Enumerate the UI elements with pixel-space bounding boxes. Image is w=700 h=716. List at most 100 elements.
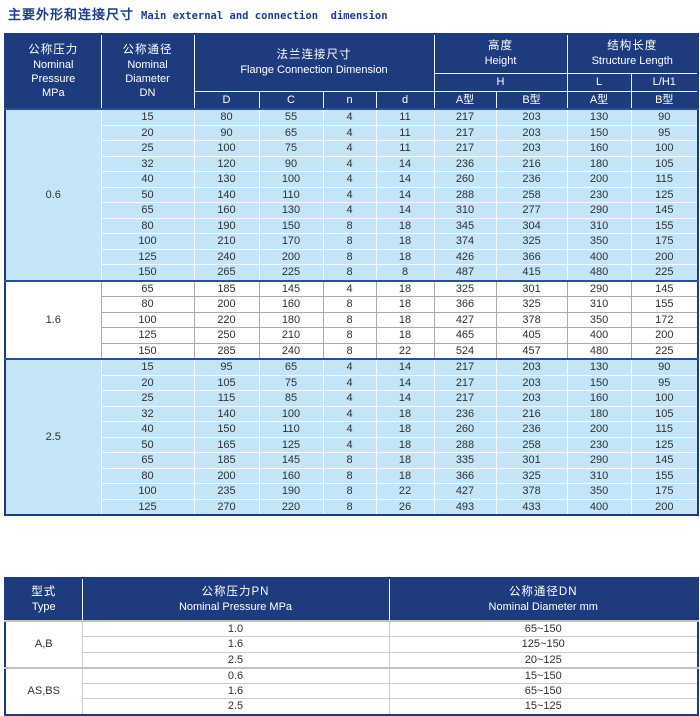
main-table-cell: 230: [566, 186, 632, 203]
page-title-zh: 主要外形和连接尺寸: [8, 7, 135, 22]
main-table-cell: 18: [375, 452, 435, 469]
type-table-row: 2.5 15~125: [5, 698, 699, 716]
main-table-cell: 325: [495, 233, 568, 250]
main-table-cell: 22: [375, 342, 435, 360]
main-table-cell: 220: [193, 311, 260, 328]
type-table-cell: 0.6: [81, 666, 390, 685]
main-table-cell: 200: [630, 248, 699, 265]
main-table-cell: 260: [433, 421, 497, 438]
main-table-cell: 225: [258, 264, 324, 281]
main-table-cell: 400: [566, 498, 632, 516]
main-table-cell: 220: [258, 498, 324, 516]
main-table-cell: 203: [495, 108, 568, 126]
main-table-cell: 8: [375, 264, 435, 281]
main-table-cell: 216: [495, 405, 568, 422]
header-height-type-b: B型: [495, 90, 568, 110]
main-table-cell: 203: [495, 358, 568, 376]
main-table-cell: 115: [193, 390, 260, 407]
main-table-cell: 210: [258, 327, 324, 344]
main-table-cell: 18: [375, 467, 435, 484]
main-table-cell: 465: [433, 327, 497, 344]
main-table-cell: 175: [630, 233, 699, 250]
main-table-cell: 100: [258, 405, 324, 422]
header-col-d-outer: D: [193, 90, 260, 110]
main-table-cell: 105: [630, 405, 699, 422]
main-table-cell: 65: [100, 279, 195, 297]
type-table-header: 型式 Type 公称压力PN Nominal Pressure MPa 公称通径…: [4, 577, 699, 622]
main-table-cell: 290: [566, 279, 632, 297]
main-table-cell: 210: [193, 233, 260, 250]
main-table-cell: 217: [433, 390, 497, 407]
main-table-cell: 524: [433, 342, 497, 360]
main-table-cell: 8: [322, 233, 377, 250]
header-nominal-diameter-dn: 公称通径DN Nominal Diameter mm: [388, 577, 699, 622]
main-table-cell: 203: [495, 374, 568, 391]
main-table-cell: 14: [375, 358, 435, 376]
main-table-cell: 258: [495, 186, 568, 203]
main-table-cell: 100: [630, 140, 699, 157]
main-table-cell: 258: [495, 436, 568, 453]
main-table-cell: 8: [322, 467, 377, 484]
page-title: 主要外形和连接尺寸 Main external and connection di…: [8, 4, 388, 23]
main-table-cell: 8: [322, 296, 377, 313]
main-table-cell: 160: [566, 390, 632, 407]
main-table-cell: 415: [495, 264, 568, 281]
main-table-cell: 80: [100, 467, 195, 484]
main-table-cell: 374: [433, 233, 497, 250]
main-table-cell: 18: [375, 311, 435, 328]
type-table-cell: 2.5: [81, 651, 390, 669]
type-table-cell: 15~125: [388, 698, 699, 716]
main-table-cell: 95: [630, 124, 699, 141]
main-table-cell: 145: [630, 452, 699, 469]
main-table-row: 20 90 65 4 11 217 203 150 95: [5, 124, 699, 141]
main-table-cell: 4: [322, 171, 377, 188]
main-table-cell: 325: [495, 296, 568, 313]
header-length-type-b: B型: [630, 90, 699, 110]
main-table-cell: 400: [566, 327, 632, 344]
main-table-cell: 301: [495, 279, 568, 297]
main-table-row: 40 130 100 4 14 260 236 200 115: [5, 171, 699, 188]
main-table-cell: 310: [566, 217, 632, 234]
main-table-cell: 200: [193, 296, 260, 313]
main-table-cell: 125: [100, 248, 195, 265]
main-table-cell: 130: [193, 171, 260, 188]
main-table-cell: 4: [322, 436, 377, 453]
type-table-cell: 65~150: [388, 683, 699, 700]
main-table-cell: 110: [258, 186, 324, 203]
main-table-cell: 140: [193, 405, 260, 422]
main-table-cell: 80: [100, 217, 195, 234]
header-nominal-pressure-pn: 公称压力PN Nominal Pressure MPa: [81, 577, 390, 622]
main-table-cell: 18: [375, 436, 435, 453]
main-table-cell: 288: [433, 186, 497, 203]
main-table-cell: 260: [433, 171, 497, 188]
header-flange-connection: 法兰连接尺寸 Flange Connection Dimension: [193, 33, 435, 92]
header-height: 高度 Height: [433, 33, 568, 74]
main-table-cell: 75: [258, 140, 324, 157]
main-table-row: 100 220 180 8 18 427 378 350 172: [5, 311, 699, 328]
main-table-cell: 345: [433, 217, 497, 234]
main-table-cell: 4: [322, 279, 377, 297]
valve-type-cell: A,B: [4, 620, 83, 669]
main-table-cell: 4: [322, 358, 377, 376]
main-table-cell: 200: [258, 248, 324, 265]
main-table-row: 40 150 110 4 18 260 236 200 115: [5, 421, 699, 438]
main-table-cell: 8: [322, 327, 377, 344]
type-table-row: 1.6 125~150: [5, 636, 699, 653]
main-table-cell: 378: [495, 311, 568, 328]
main-table-cell: 25: [100, 390, 195, 407]
dimension-table: 公称压力 Nominal Pressure MPa 公称通径 Nominal D…: [4, 33, 700, 516]
main-table-row: 50 165 125 4 18 288 258 230 125: [5, 436, 699, 453]
main-table-row: 32 120 90 4 14 236 216 180 105: [5, 155, 699, 172]
header-nominal-diameter: 公称通径 Nominal Diameter DN: [100, 33, 195, 110]
header-structure-length: 结构长度 Structure Length: [566, 33, 699, 74]
pressure-group-cell: 1.6: [4, 279, 102, 360]
main-table-cell: 160: [566, 140, 632, 157]
main-table-cell: 285: [193, 342, 260, 360]
main-table-cell: 433: [495, 498, 568, 516]
main-table-cell: 105: [630, 155, 699, 172]
type-table-cell: 15~150: [388, 666, 699, 685]
main-table-row: 150 285 240 8 22 524 457 480 225: [5, 342, 699, 360]
main-table-cell: 145: [258, 279, 324, 297]
main-table-cell: 100: [258, 171, 324, 188]
type-table-body: A,B 1.0 65~150 1.6 125~150 2.5 20~125 AS,BS 0.6 1…: [4, 620, 699, 716]
